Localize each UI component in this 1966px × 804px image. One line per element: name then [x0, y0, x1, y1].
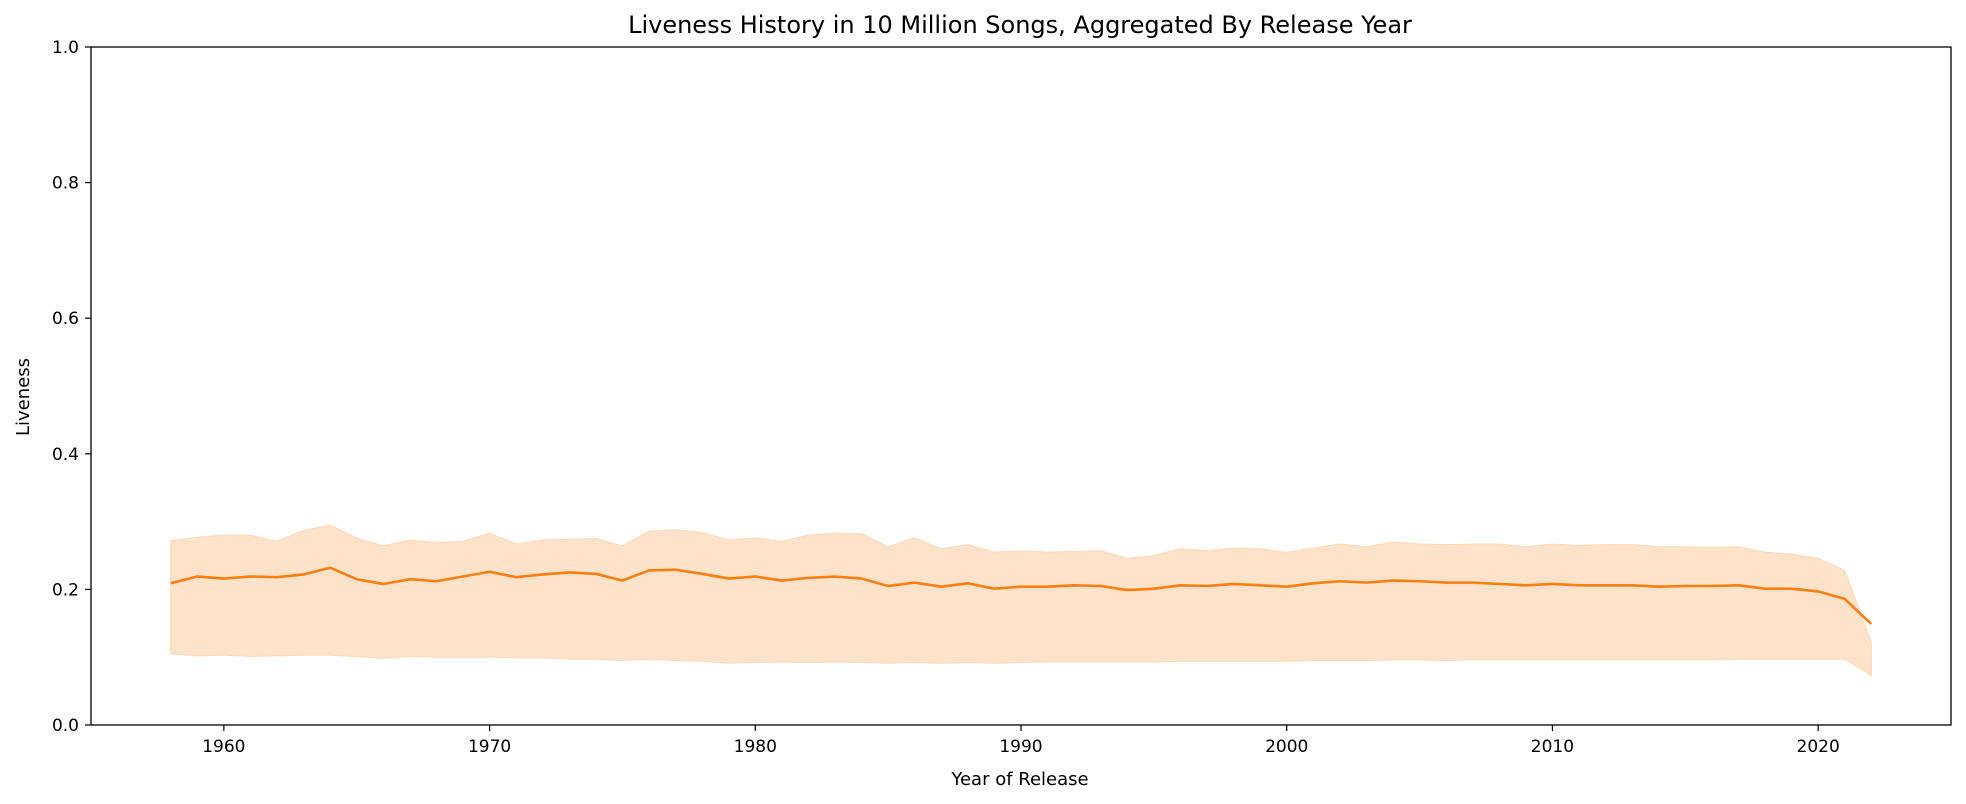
x-tick-label: 2020 [1797, 737, 1840, 757]
confidence-band-layer [170, 524, 1872, 677]
x-axis-title: Year of Release [950, 769, 1088, 790]
y-tick-label: 0.4 [52, 445, 79, 465]
x-tick-label: 1990 [999, 737, 1042, 757]
y-tick-label: 0.0 [52, 716, 79, 736]
y-axis-title: Liveness [13, 358, 34, 436]
x-tick-label: 2000 [1265, 737, 1308, 757]
y-tick-label: 0.2 [52, 580, 79, 600]
series-line-layer [170, 566, 1873, 625]
y-tick-label: 0.8 [52, 174, 79, 194]
x-tick-label: 1980 [734, 737, 777, 757]
x-ticks: 1960 1970 1980 1990 2000 2010 2020 [202, 725, 1840, 757]
x-tick-label: 2010 [1531, 737, 1574, 757]
confidence-band [170, 524, 1872, 677]
y-tick-label: 0.6 [52, 309, 79, 329]
y-ticks: 0.0 0.2 0.4 0.6 0.8 1.0 [52, 38, 91, 736]
y-tick-label: 1.0 [52, 38, 79, 58]
x-tick-label: 1960 [202, 737, 245, 757]
chart-title: Liveness History in 10 Million Songs, Ag… [628, 11, 1412, 39]
x-tick-label: 1970 [468, 737, 511, 757]
